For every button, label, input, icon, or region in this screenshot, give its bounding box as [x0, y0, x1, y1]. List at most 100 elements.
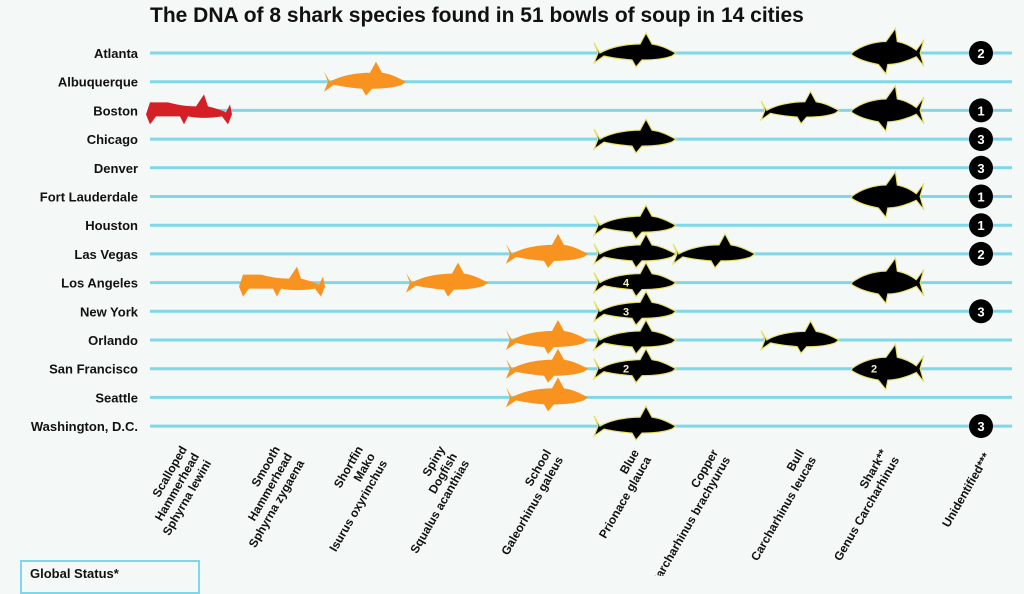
mark-count: 3	[977, 161, 984, 176]
mark-count: 3	[977, 304, 984, 319]
city-label: Washington, D.C.	[31, 419, 138, 434]
city-label: Las Vegas	[74, 247, 138, 262]
shark-mark: 2	[969, 41, 993, 65]
mark-count: 3	[977, 419, 984, 434]
shark-mark	[506, 377, 588, 412]
shark-mark	[592, 117, 678, 155]
unidentified-circle	[969, 299, 993, 324]
shark-mark	[851, 170, 925, 219]
shark-soup-chart: Atlanta Albuquerque Boston Chicago Denver For…	[31, 26, 1012, 576]
shark-icon	[671, 232, 757, 269]
species-label: Unidentified***	[939, 450, 993, 529]
city-label: Atlanta	[94, 46, 139, 61]
shark-icon	[592, 232, 678, 269]
shark-mark	[759, 90, 841, 125]
shark-icon	[592, 347, 678, 384]
shark-mark: 3	[969, 299, 993, 324]
mark-count: 4	[623, 278, 630, 290]
unidentified-circle	[969, 184, 993, 209]
mark-count: 2	[977, 247, 984, 262]
shark-mark: 2	[592, 347, 678, 384]
city-labels: Atlanta Albuquerque Boston Chicago Denver For…	[31, 46, 139, 434]
city-label: Denver	[94, 161, 138, 176]
shark-mark	[759, 319, 841, 355]
shark-mark	[506, 233, 588, 268]
shark-mark: 3	[969, 127, 993, 152]
shark-icon	[506, 320, 588, 354]
shark-mark: 3	[969, 414, 993, 439]
shark-mark	[851, 256, 925, 305]
species-label-line: Carcharhinus brachyurus	[648, 454, 733, 576]
shark-mark: 1	[969, 98, 993, 123]
shark-mark	[592, 203, 678, 241]
legend-title: Global Status*	[30, 566, 119, 581]
shark-mark	[592, 31, 678, 69]
city-label: New York	[80, 304, 139, 319]
shark-icon	[146, 94, 232, 125]
shark-mark: 2	[851, 342, 925, 391]
shark-mark	[671, 232, 757, 269]
city-label: Albuquerque	[58, 75, 138, 90]
shark-icon	[759, 319, 841, 355]
shark-mark	[851, 26, 925, 76]
shark-icon	[851, 170, 925, 219]
species-label-line: Carcharhinus leucas	[748, 454, 819, 564]
mark-count: 2	[871, 364, 877, 376]
shark-icon	[851, 256, 925, 305]
shark-icon	[592, 318, 678, 356]
mark-count: 1	[977, 103, 984, 118]
mark-count: 3	[623, 306, 629, 318]
shark-icon	[592, 203, 678, 241]
chart-title: The DNA of 8 shark species found in 51 b…	[150, 4, 804, 27]
city-label: Chicago	[87, 132, 138, 147]
city-label: San Francisco	[49, 362, 138, 377]
mark-count: 3	[977, 132, 984, 147]
shark-icon	[592, 31, 678, 69]
shark-icon	[239, 266, 325, 297]
shark-icon	[851, 84, 925, 133]
shark-icon	[324, 61, 406, 96]
shark-mark	[406, 262, 488, 297]
city-label: Fort Lauderdale	[40, 190, 138, 205]
city-label: Los Angeles	[61, 276, 138, 291]
shark-mark	[324, 61, 406, 96]
shark-mark	[146, 94, 232, 125]
shark-mark	[506, 348, 588, 383]
shark-icon	[506, 233, 588, 268]
shark-mark: 1	[969, 213, 993, 238]
unidentified-circle	[969, 155, 993, 180]
mark-count: 1	[977, 190, 984, 205]
unidentified-circle	[969, 41, 993, 65]
mark-count: 1	[977, 218, 984, 233]
shark-icon	[592, 117, 678, 155]
unidentified-circle	[969, 241, 993, 266]
shark-mark	[592, 232, 678, 269]
mark-count: 2	[977, 46, 984, 61]
city-label: Boston	[93, 103, 138, 118]
shark-mark	[239, 266, 325, 297]
shark-mark	[592, 318, 678, 356]
shark-mark: 3	[969, 155, 993, 180]
shark-icon	[759, 90, 841, 125]
shark-icon	[851, 342, 925, 391]
shark-icon	[592, 261, 678, 298]
shark-icon	[506, 348, 588, 383]
shark-icon	[592, 404, 678, 442]
unidentified-circle	[969, 98, 993, 123]
unidentified-circle	[969, 414, 993, 439]
global-status-legend: Global Status*	[20, 560, 200, 594]
species-label-line: Unidentified***	[939, 450, 993, 529]
shark-icon	[851, 26, 925, 76]
shark-mark: 3	[592, 290, 678, 327]
city-label: Orlando	[88, 333, 138, 348]
species-label: Shark**Genus Carcharhinus	[831, 447, 902, 563]
shark-mark	[506, 320, 588, 354]
unidentified-circle	[969, 213, 993, 238]
